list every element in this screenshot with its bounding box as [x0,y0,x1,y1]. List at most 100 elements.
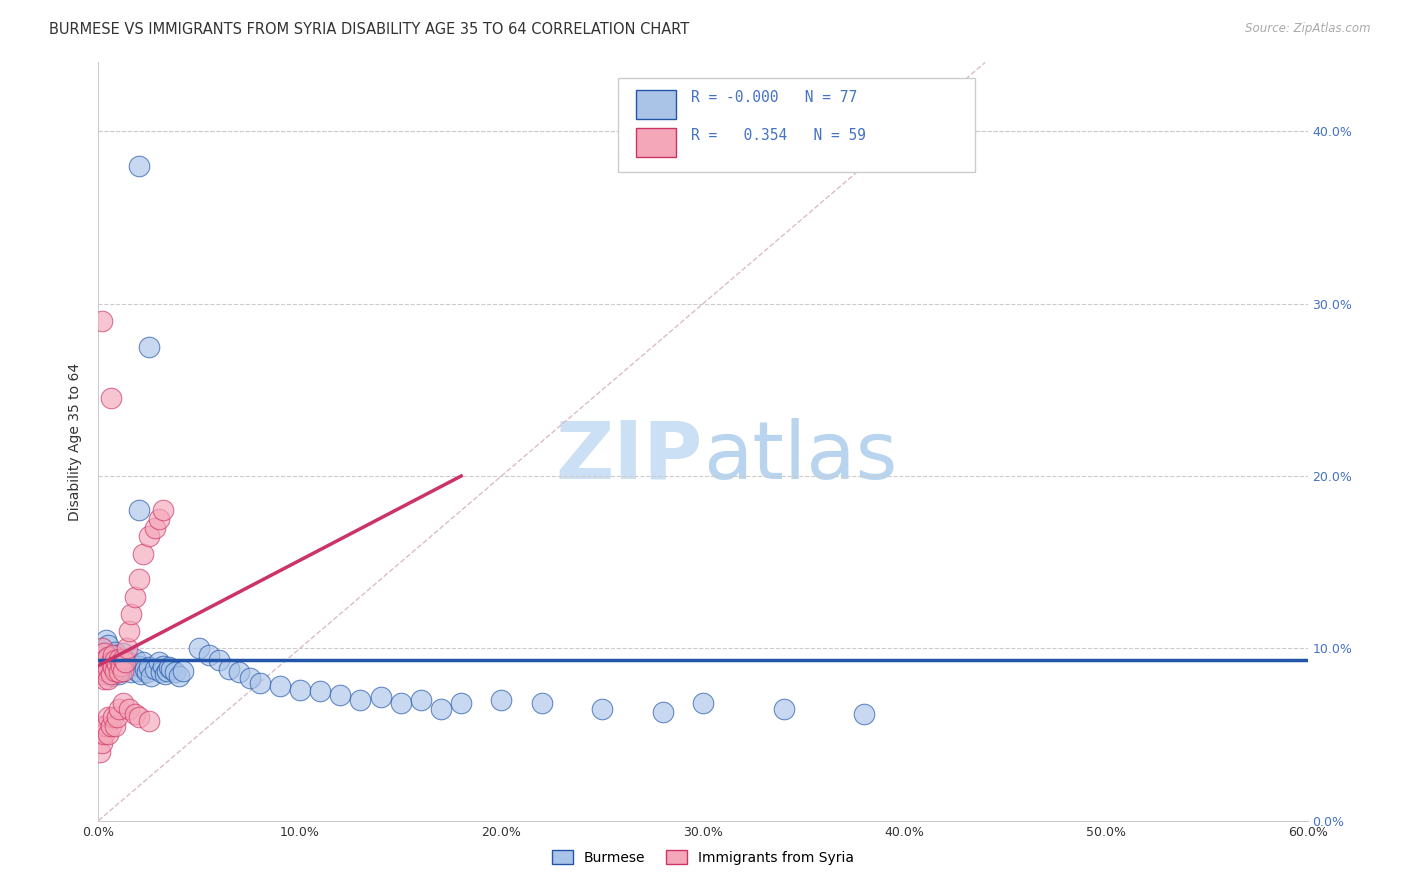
Point [135,665,157,680]
Point [93,647,115,661]
Point [100,667,122,681]
Point [110,658,132,673]
Point [288,682,311,697]
Point [239,671,262,685]
Point [105,660,128,674]
Point [124,706,146,721]
FancyBboxPatch shape [619,78,976,172]
Point [97,649,120,664]
Point [132,655,155,669]
Point [91,314,114,328]
Point [111,664,134,678]
Point [97,638,120,652]
Point [125,664,148,678]
Y-axis label: Disability Age 35 to 64: Disability Age 35 to 64 [69,362,83,521]
Point [93,662,115,676]
Point [107,665,129,680]
Point [103,719,125,733]
Point [111,662,134,676]
Point [128,710,150,724]
Point [128,658,150,673]
Point [101,664,124,678]
Point [772,701,794,715]
Point [111,651,134,665]
Point [149,665,172,680]
Point [96,649,118,664]
Point [96,632,118,647]
Point [143,662,166,676]
Point [409,693,432,707]
Point [118,655,141,669]
Point [101,710,124,724]
Point [152,658,174,673]
Point [121,657,143,671]
Point [89,658,111,673]
Point [370,690,392,704]
Point [329,688,352,702]
Point [153,667,176,681]
Point [93,645,115,659]
Point [97,710,120,724]
Point [93,673,115,687]
Point [97,651,120,665]
Point [107,651,129,665]
Point [96,664,118,678]
Bar [637,90,676,120]
Text: atlas: atlas [703,417,897,496]
Point [96,667,118,681]
Point [692,697,714,711]
Point [115,660,138,674]
Bar [637,128,676,157]
Point [530,697,553,711]
Point [93,727,115,741]
Point [103,653,125,667]
Point [89,727,111,741]
Point [138,714,160,728]
Point [101,653,124,667]
Point [91,641,114,656]
Point [103,655,125,669]
Point [128,503,150,517]
Point [100,648,122,663]
Point [105,648,128,663]
Point [198,648,221,663]
Point [103,645,125,659]
Point [129,667,152,681]
Point [651,705,673,719]
Point [124,651,146,665]
Point [491,693,513,707]
Point [101,648,124,663]
Point [148,512,170,526]
Point [91,641,114,656]
Point [160,662,183,676]
Point [107,701,129,715]
Text: BURMESE VS IMMIGRANTS FROM SYRIA DISABILITY AGE 35 TO 64 CORRELATION CHART: BURMESE VS IMMIGRANTS FROM SYRIA DISABIL… [49,22,689,37]
Point [111,697,134,711]
Point [97,673,120,687]
Point [118,701,141,715]
Point [93,662,115,676]
Point [100,392,122,406]
Point [89,649,111,664]
Point [105,710,128,724]
Point [107,651,129,665]
Point [111,647,134,661]
Point [138,660,160,674]
Point [172,664,194,678]
Point [91,655,114,669]
Point [100,719,122,733]
Point [91,667,114,681]
Point [591,701,613,715]
Point [450,697,472,711]
Text: R =   0.354   N = 59: R = 0.354 N = 59 [690,128,866,144]
Point [91,649,114,664]
Point [138,340,160,354]
Point [188,641,211,656]
Point [430,701,453,715]
Point [218,662,240,676]
Point [97,662,120,676]
Point [128,573,150,587]
Point [249,675,271,690]
Point [107,667,129,681]
Point [156,664,179,678]
